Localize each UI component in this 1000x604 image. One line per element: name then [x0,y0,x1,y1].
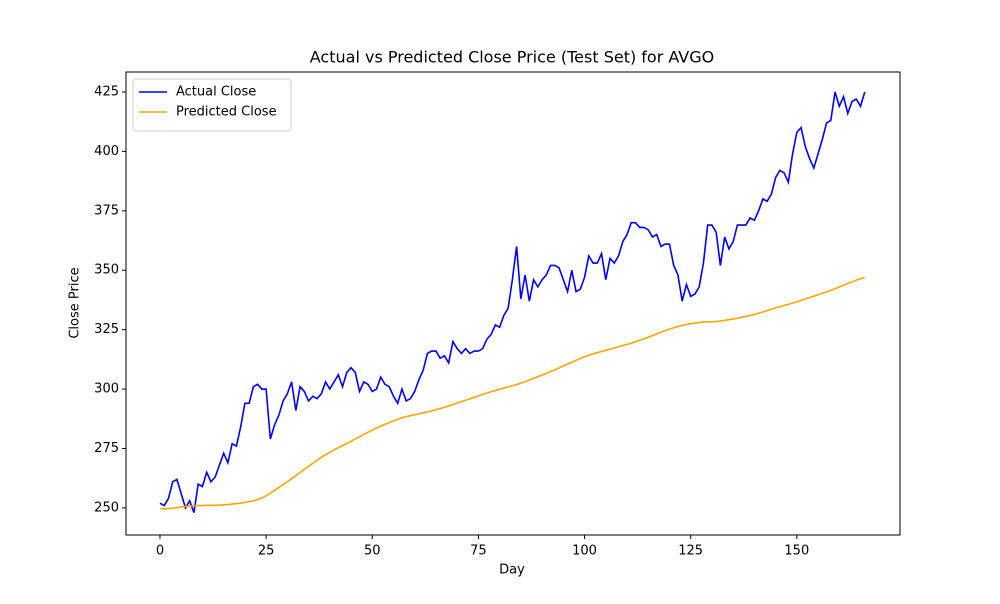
y-tick-label: 425 [94,84,119,99]
legend-label: Actual Close [176,85,256,100]
plot-frame [125,71,901,536]
legend: Actual Close Predicted Close [132,78,292,132]
y-tick-label: 325 [94,322,119,337]
x-tick-label: 25 [258,544,275,559]
data-line [159,91,866,513]
y-tick-label: 300 [94,382,119,397]
y-tick-label: 275 [94,441,119,456]
y-tick-label: 250 [94,500,119,515]
x-tick-label: 0 [156,544,164,559]
x-tick-label: 125 [678,544,703,559]
x-tick-label: 50 [364,544,381,559]
x-tick-label: 150 [784,544,809,559]
x-tick-label: 100 [572,544,597,559]
y-axis-label: Close Price [68,267,83,338]
legend-frame [132,78,292,132]
y-tick-label: 400 [94,144,119,159]
y-tick-label: 375 [94,203,119,218]
y-tick-label: 350 [94,263,119,278]
x-axis-label: Day [499,563,525,578]
data-line [159,276,866,510]
legend-label: Predicted Close [176,105,277,120]
x-tick-label: 75 [470,544,487,559]
chart-title: Actual vs Predicted Close Price (Test Se… [310,48,714,67]
